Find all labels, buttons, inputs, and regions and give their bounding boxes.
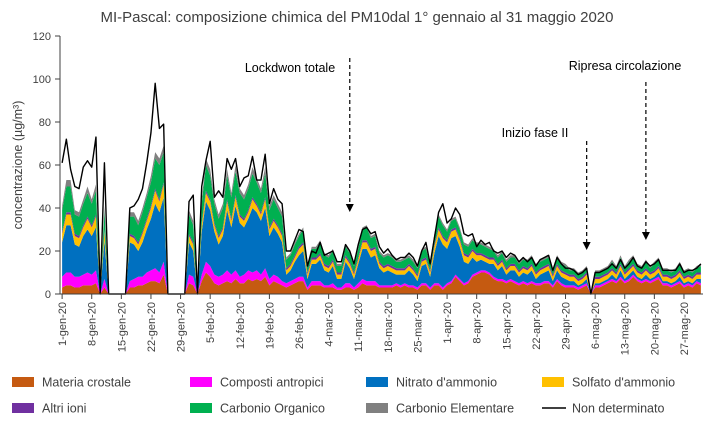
legend-swatch-4 <box>12 403 34 413</box>
x-tick-label-20: 20-mag-20 <box>649 302 661 355</box>
annotation-arrowhead-2 <box>641 232 650 240</box>
legend-label-7: Non determinato <box>572 402 664 416</box>
x-tick-label-5: 5-feb-20 <box>205 302 217 343</box>
x-tick-label-8: 26-feb-20 <box>294 302 306 349</box>
x-tick-label-15: 15-apr-20 <box>501 302 513 350</box>
y-tick-label-6: 120 <box>33 31 51 43</box>
x-tick-label-17: 29-apr-20 <box>561 302 573 350</box>
x-tick-label-11: 18-mar-20 <box>383 302 395 353</box>
legend-swatch-5 <box>190 403 212 413</box>
y-tick-label-4: 80 <box>39 117 51 129</box>
legend-swatch-0 <box>12 377 34 387</box>
x-tick-label-0: 1-gen-20 <box>57 302 69 346</box>
legend-swatch-1 <box>190 377 212 387</box>
legend-label-4: Altri ioni <box>42 402 86 416</box>
x-tick-label-1: 8-gen-20 <box>87 302 99 346</box>
plot-area <box>61 82 702 295</box>
x-tick-label-12: 25-mar-20 <box>412 302 424 353</box>
x-tick-label-4: 29-gen-20 <box>176 302 188 352</box>
legend-label-2: Nitrato d'ammonio <box>396 376 497 390</box>
x-tick-label-7: 19-feb-20 <box>264 302 276 349</box>
annotation-label-0: Lockdwon totale <box>245 61 335 75</box>
legend-swatch-6 <box>366 403 388 413</box>
area-series-0 <box>62 272 701 294</box>
legend-swatch-2 <box>366 377 388 387</box>
annotation-arrowhead-0 <box>345 204 354 212</box>
legend-label-6: Carbonio Elementare <box>396 402 514 416</box>
annotation-arrowhead-1 <box>582 242 591 250</box>
area-series-1 <box>62 261 701 294</box>
x-tick-label-10: 11-mar-20 <box>353 302 365 352</box>
annotation-label-1: Inizio fase II <box>502 126 569 140</box>
annotations: Lockdwon totale Inizio fase II Ripresa cir… <box>245 58 681 250</box>
legend-label-5: Carbonio Organico <box>220 402 325 416</box>
x-tick-label-19: 13-mag-20 <box>620 302 632 355</box>
x-tick-label-2: 15-gen-20 <box>116 302 128 352</box>
x-tick-label-16: 22-apr-20 <box>531 302 543 350</box>
y-tick-label-3: 60 <box>39 160 51 172</box>
x-tick-label-6: 12-feb-20 <box>235 302 247 349</box>
area-series-2 <box>62 197 701 294</box>
x-tick-label-21: 27-mag-20 <box>679 302 691 355</box>
annotation-label-2: Ripresa circolazione <box>569 59 682 73</box>
legend-label-3: Solfato d'ammonio <box>572 376 675 390</box>
y-tick-label-0: 0 <box>45 289 51 301</box>
y-tick-label-1: 20 <box>39 246 51 258</box>
area-series-5 <box>62 152 701 294</box>
chart-title: MI-Pascal: composizione chimica del PM10… <box>101 9 614 26</box>
y-tick-label-2: 40 <box>39 203 51 215</box>
legend-label-0: Materia crostale <box>42 376 131 390</box>
legend-label-1: Composti antropici <box>220 376 324 390</box>
x-tick-label-9: 4-mar-20 <box>324 302 336 347</box>
area-series-3 <box>62 184 701 294</box>
x-tick-label-13: 1-apr-20 <box>442 302 454 344</box>
x-tick-label-14: 8-apr-20 <box>472 302 484 344</box>
y-tick-label-5: 100 <box>33 74 51 86</box>
y-axis-label: concentrazione (µg/m³) <box>11 101 25 230</box>
x-tick-label-3: 22-gen-20 <box>146 302 158 352</box>
legend-swatch-3 <box>542 377 564 387</box>
x-tick-label-18: 6-mag-20 <box>590 302 602 349</box>
legend: Materia crostale Composti antropici Nitrat… <box>12 376 675 416</box>
axes: 0 20 40 60 80 100 120 1-gen-20 8-gen-20 15-gen-20… <box>33 31 703 355</box>
